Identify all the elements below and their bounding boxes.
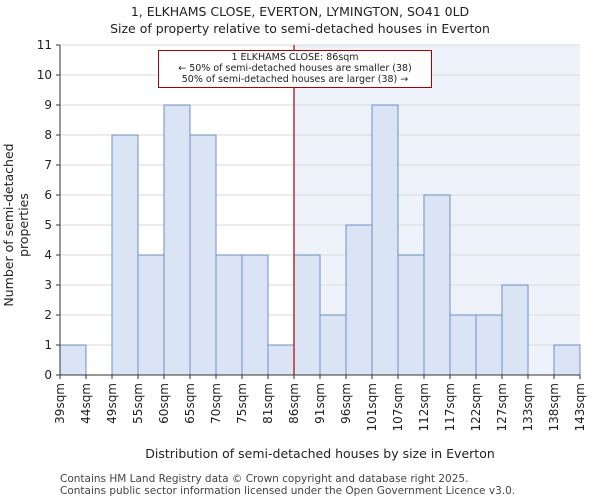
y-tick-label: 2 — [44, 308, 52, 322]
x-tick-label: 122sqm — [469, 383, 483, 431]
x-tick-label: 70sqm — [209, 383, 223, 424]
x-tick-label: 96sqm — [339, 383, 353, 424]
bar — [319, 314, 347, 376]
y-tick-label: 8 — [44, 128, 52, 142]
bar — [449, 314, 477, 376]
x-tick-label: 55sqm — [131, 383, 145, 424]
y-tick-label: 4 — [44, 248, 52, 262]
bar — [371, 104, 399, 376]
bar — [241, 254, 269, 376]
x-tick-label: 143sqm — [573, 383, 587, 431]
annotation-line-1: 1 ELKHAMS CLOSE: 86sqm — [231, 52, 359, 63]
y-tick-label: 11 — [37, 38, 52, 52]
y-tick-label: 1 — [44, 338, 52, 352]
bar — [267, 344, 295, 376]
y-tick-label: 6 — [44, 188, 52, 202]
x-tick-label: 86sqm — [287, 383, 301, 424]
annotation-line-3: 50% of semi-detached houses are larger (… — [181, 74, 409, 85]
y-axis-label: Number of semi-detached properties — [1, 143, 31, 307]
y-tick-label: 5 — [44, 218, 52, 232]
x-tick-label: 44sqm — [79, 383, 93, 424]
x-tick-label: 65sqm — [183, 383, 197, 424]
y-tick-label: 10 — [37, 68, 52, 82]
x-tick-label: 107sqm — [391, 383, 405, 431]
bar — [423, 194, 451, 376]
x-tick-label: 138sqm — [547, 383, 561, 431]
bar — [553, 344, 581, 376]
annotation-line-2: ← 50% of semi-detached houses are smalle… — [178, 63, 412, 74]
bar — [397, 254, 425, 376]
x-tick-label: 117sqm — [443, 383, 457, 431]
x-tick-label: 75sqm — [235, 383, 249, 424]
bar — [215, 254, 243, 376]
y-tick-label: 9 — [44, 98, 52, 112]
bar — [345, 224, 373, 376]
bar — [189, 134, 217, 376]
x-tick-label: 81sqm — [261, 383, 275, 424]
bar — [163, 104, 191, 376]
bar — [501, 284, 529, 376]
bar — [475, 314, 503, 376]
bar — [59, 344, 87, 376]
x-tick-label: 60sqm — [157, 383, 171, 424]
bar — [137, 254, 165, 376]
x-tick-label: 112sqm — [417, 383, 431, 431]
bar — [111, 134, 139, 376]
x-tick-label: 127sqm — [495, 383, 509, 431]
annotation-box: 1 ELKHAMS CLOSE: 86sqm ← 50% of semi-det… — [158, 50, 432, 88]
footer-line-1: Contains HM Land Registry data © Crown c… — [60, 473, 469, 485]
x-tick-label: 39sqm — [53, 383, 67, 424]
y-tick-label: 3 — [44, 278, 52, 292]
x-axis-label: Distribution of semi-detached houses by … — [145, 446, 495, 461]
x-tick-label: 49sqm — [105, 383, 119, 424]
y-tick-label: 7 — [44, 158, 52, 172]
x-tick-label: 133sqm — [521, 383, 535, 431]
chart-title: 1, ELKHAMS CLOSE, EVERTON, LYMINGTON, SO… — [130, 4, 470, 19]
bar — [293, 254, 321, 376]
x-tick-label: 101sqm — [365, 383, 379, 431]
y-tick-label: 0 — [44, 368, 52, 382]
chart-subtitle: Size of property relative to semi-detach… — [110, 21, 490, 36]
footer-line-2: Contains public sector information licen… — [60, 485, 516, 497]
x-tick-label: 91sqm — [313, 383, 327, 424]
